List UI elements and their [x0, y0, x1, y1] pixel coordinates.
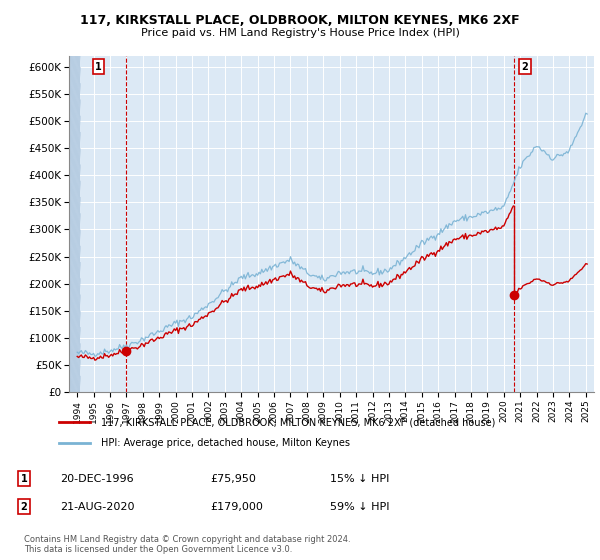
Text: HPI: Average price, detached house, Milton Keynes: HPI: Average price, detached house, Milt… — [101, 438, 350, 448]
Text: 2: 2 — [20, 502, 28, 512]
Text: 2: 2 — [522, 62, 529, 72]
Text: 15% ↓ HPI: 15% ↓ HPI — [330, 474, 389, 484]
Text: Contains HM Land Registry data © Crown copyright and database right 2024.
This d: Contains HM Land Registry data © Crown c… — [24, 535, 350, 554]
Text: 117, KIRKSTALL PLACE, OLDBROOK, MILTON KEYNES, MK6 2XF: 117, KIRKSTALL PLACE, OLDBROOK, MILTON K… — [80, 14, 520, 27]
Text: 20-DEC-1996: 20-DEC-1996 — [60, 474, 134, 484]
Text: 1: 1 — [20, 474, 28, 484]
Text: 59% ↓ HPI: 59% ↓ HPI — [330, 502, 389, 512]
Bar — [69, 56, 80, 392]
Text: Price paid vs. HM Land Registry's House Price Index (HPI): Price paid vs. HM Land Registry's House … — [140, 28, 460, 38]
Text: £179,000: £179,000 — [210, 502, 263, 512]
Text: 117, KIRKSTALL PLACE, OLDBROOK, MILTON KEYNES, MK6 2XF (detached house): 117, KIRKSTALL PLACE, OLDBROOK, MILTON K… — [101, 417, 495, 427]
Text: £75,950: £75,950 — [210, 474, 256, 484]
Text: 1: 1 — [95, 62, 102, 72]
Text: 21-AUG-2020: 21-AUG-2020 — [60, 502, 134, 512]
